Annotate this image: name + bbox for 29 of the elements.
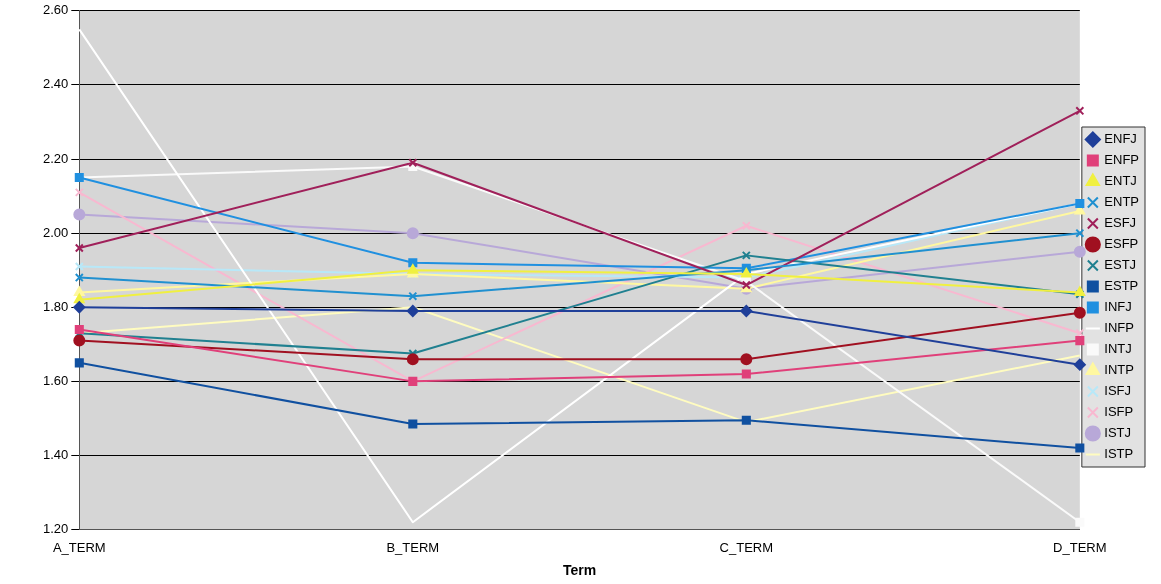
x-tick-label: B_TERM bbox=[386, 539, 440, 555]
y-tick-label: 1.20 bbox=[42, 521, 69, 537]
legend-label: ESTJ bbox=[1104, 257, 1137, 273]
y-tick-label: 2.40 bbox=[42, 76, 69, 92]
legend-label: INFJ bbox=[1104, 299, 1132, 315]
y-tick-label: 1.60 bbox=[42, 372, 69, 388]
legend-label: ESFJ bbox=[1104, 215, 1137, 231]
legend-label: ISTJ bbox=[1104, 425, 1132, 441]
legend-label: INTP bbox=[1104, 362, 1134, 378]
legend-label: ESTP bbox=[1104, 278, 1139, 294]
y-tick-label: 2.00 bbox=[42, 224, 69, 240]
legend-label: INTJ bbox=[1104, 341, 1132, 357]
legend-label: INFP bbox=[1104, 320, 1134, 336]
legend-label: ENFP bbox=[1104, 152, 1139, 168]
x-tick-label: A_TERM bbox=[52, 539, 106, 555]
y-tick-label: 2.60 bbox=[42, 2, 69, 18]
legend-label: ENFJ bbox=[1104, 131, 1137, 147]
y-tick-label: 2.20 bbox=[42, 150, 69, 166]
x-tick-label: D_TERM bbox=[1053, 539, 1107, 555]
legend-label: ESFP bbox=[1104, 236, 1139, 252]
x-axis-title: Term bbox=[562, 562, 597, 579]
y-tick-label: 1.40 bbox=[42, 447, 69, 463]
legend-label: ISTP bbox=[1104, 446, 1134, 462]
y-tick-label: 1.80 bbox=[42, 298, 69, 314]
x-tick-label: C_TERM bbox=[719, 539, 774, 555]
legend-label: ENTJ bbox=[1104, 173, 1137, 189]
legend-label: ISFP bbox=[1104, 404, 1134, 420]
legend-label: ENTP bbox=[1104, 194, 1139, 210]
legend-label: ISFJ bbox=[1104, 383, 1132, 399]
